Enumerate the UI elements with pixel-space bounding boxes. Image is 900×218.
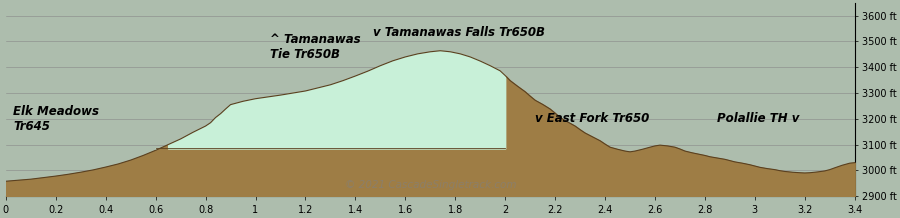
Text: © 2021 CascadeSingletrack.com: © 2021 CascadeSingletrack.com [345, 181, 516, 191]
Text: Elk Meadows
Tr645: Elk Meadows Tr645 [14, 105, 99, 133]
Text: v East Fork Tr650: v East Fork Tr650 [536, 112, 650, 125]
Text: Polallie TH v: Polallie TH v [717, 112, 800, 125]
Text: v Tamanawas Falls Tr650B: v Tamanawas Falls Tr650B [373, 26, 544, 39]
Text: ^ Tamanawas
Tie Tr650B: ^ Tamanawas Tie Tr650B [271, 33, 361, 61]
